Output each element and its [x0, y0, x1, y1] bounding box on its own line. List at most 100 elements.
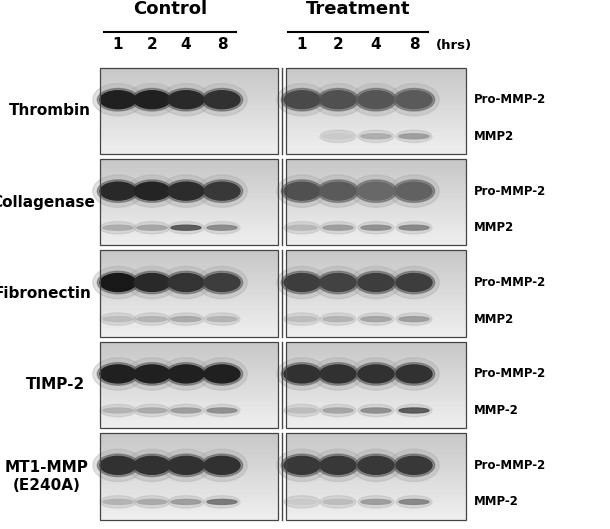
Bar [100, 332, 278, 337]
Ellipse shape [197, 175, 247, 207]
Ellipse shape [204, 222, 240, 234]
Text: Pro-MMP-2: Pro-MMP-2 [474, 459, 546, 472]
Bar [100, 176, 278, 181]
Bar [286, 98, 466, 103]
Ellipse shape [393, 454, 435, 477]
Bar [100, 189, 278, 194]
Bar [286, 198, 466, 203]
Ellipse shape [103, 316, 133, 322]
Ellipse shape [161, 266, 211, 299]
Bar [100, 168, 278, 172]
Ellipse shape [168, 222, 204, 234]
Text: 8: 8 [409, 37, 419, 52]
Text: Pro-MMP-2: Pro-MMP-2 [474, 368, 546, 380]
Ellipse shape [396, 273, 432, 291]
Bar [286, 498, 466, 503]
Ellipse shape [204, 365, 240, 383]
Bar [100, 476, 278, 481]
Bar [286, 502, 466, 507]
Bar [286, 250, 466, 336]
Ellipse shape [313, 175, 363, 207]
Ellipse shape [168, 365, 204, 383]
Bar [100, 102, 278, 107]
Ellipse shape [93, 449, 143, 481]
Ellipse shape [320, 222, 356, 234]
Bar [100, 350, 278, 355]
Bar [286, 424, 466, 428]
Bar [286, 128, 466, 133]
Ellipse shape [165, 454, 207, 477]
Ellipse shape [355, 271, 396, 294]
Ellipse shape [323, 408, 353, 413]
Ellipse shape [389, 449, 439, 481]
Bar [100, 159, 278, 245]
Ellipse shape [396, 130, 432, 142]
Bar [100, 215, 278, 220]
Ellipse shape [284, 457, 320, 475]
Bar [100, 220, 278, 224]
Bar [100, 424, 278, 428]
Bar [286, 250, 466, 336]
Bar [100, 433, 278, 438]
Ellipse shape [168, 457, 204, 475]
Ellipse shape [165, 88, 207, 111]
Bar [286, 328, 466, 333]
Bar [100, 402, 278, 407]
Bar [286, 389, 466, 394]
Bar [100, 136, 278, 141]
Bar [100, 120, 278, 124]
Ellipse shape [399, 408, 429, 413]
Ellipse shape [323, 225, 353, 230]
Bar [100, 363, 278, 368]
Bar [100, 415, 278, 420]
Ellipse shape [320, 365, 356, 383]
Bar [100, 159, 278, 163]
Ellipse shape [396, 313, 432, 325]
Bar [286, 194, 466, 198]
Ellipse shape [197, 266, 247, 299]
Ellipse shape [320, 496, 356, 508]
Text: Pro-MMP-2: Pro-MMP-2 [474, 276, 546, 289]
Ellipse shape [358, 222, 394, 234]
Bar [100, 106, 278, 111]
Bar [286, 320, 466, 324]
Ellipse shape [320, 273, 356, 291]
Bar [100, 515, 278, 520]
Ellipse shape [396, 457, 432, 475]
Bar [286, 289, 466, 294]
Ellipse shape [98, 180, 138, 203]
Ellipse shape [351, 449, 401, 481]
Ellipse shape [358, 273, 394, 291]
Bar [100, 328, 278, 333]
Bar [286, 406, 466, 412]
Bar [100, 485, 278, 490]
Bar [286, 68, 466, 154]
Ellipse shape [361, 134, 391, 139]
Bar [286, 350, 466, 355]
Bar [100, 507, 278, 512]
Bar [286, 481, 466, 486]
Bar [286, 136, 466, 141]
Bar [286, 68, 466, 72]
Bar [286, 342, 466, 346]
Bar [100, 285, 278, 290]
Bar [286, 494, 466, 498]
Ellipse shape [131, 454, 173, 477]
Bar [100, 228, 278, 233]
Bar [100, 342, 278, 428]
Bar [286, 446, 466, 451]
Bar [100, 468, 278, 472]
Ellipse shape [277, 84, 327, 116]
Bar [286, 359, 466, 364]
Bar [100, 80, 278, 85]
Ellipse shape [165, 271, 207, 294]
Bar [100, 346, 278, 351]
Ellipse shape [168, 313, 204, 325]
Bar [286, 259, 466, 264]
Ellipse shape [161, 358, 211, 390]
Ellipse shape [98, 88, 138, 111]
Ellipse shape [131, 363, 173, 385]
Bar [286, 232, 466, 237]
Bar [286, 376, 466, 381]
Ellipse shape [134, 91, 170, 109]
